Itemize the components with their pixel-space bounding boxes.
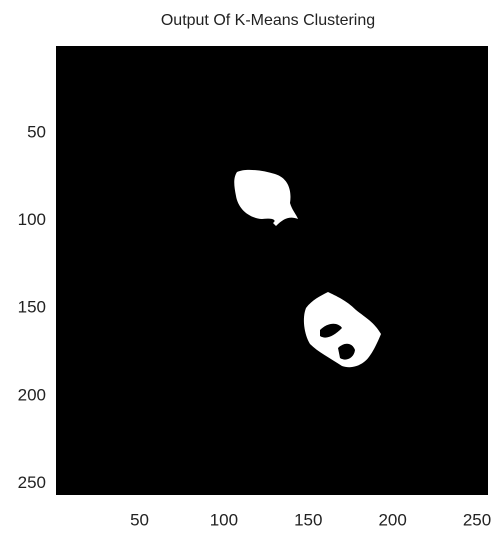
y-tick-label: 200 bbox=[18, 385, 46, 404]
y-tick-label: 100 bbox=[18, 210, 46, 229]
image-area bbox=[56, 46, 488, 495]
y-tick-label: 250 bbox=[18, 473, 46, 492]
x-tick-label: 200 bbox=[378, 510, 406, 529]
chart: Output Of K-Means Clustering 50 100 150 200… bbox=[0, 0, 491, 536]
x-tick-label: 150 bbox=[294, 510, 322, 529]
x-tick-label: 100 bbox=[210, 510, 238, 529]
y-tick-label: 150 bbox=[18, 298, 46, 317]
y-tick-label: 50 bbox=[27, 122, 46, 141]
x-tick-label: 50 bbox=[130, 510, 149, 529]
chart-title: Output Of K-Means Clustering bbox=[161, 12, 375, 29]
x-tick-label: 250 bbox=[463, 510, 491, 529]
